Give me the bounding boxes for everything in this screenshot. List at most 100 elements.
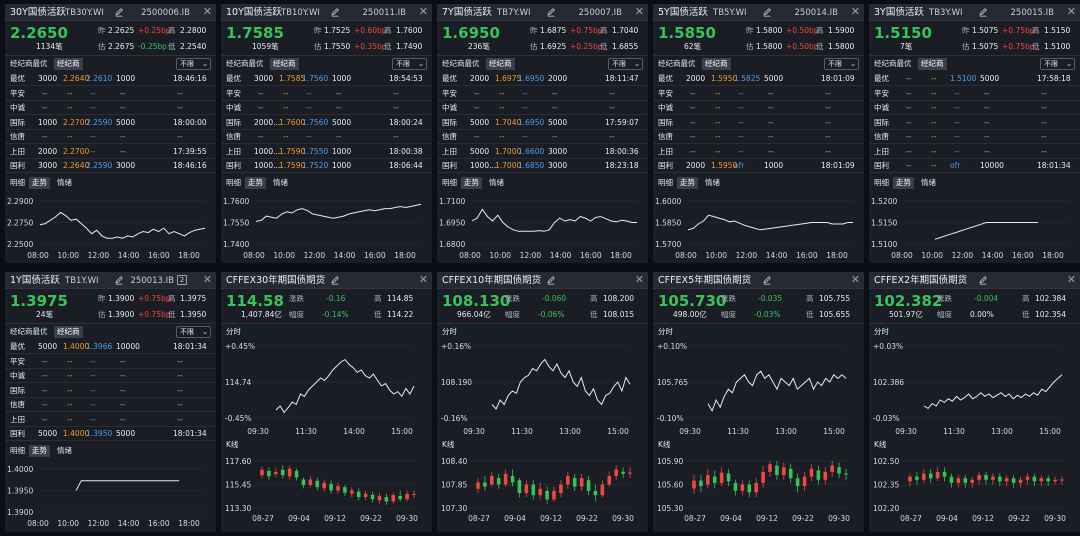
- pencil-icon[interactable]: [545, 274, 557, 286]
- view-tab-detail[interactable]: 明细: [226, 177, 241, 187]
- broker-row[interactable]: 信唐 -- -- -- -- --: [5, 398, 216, 412]
- view-tab-trend[interactable]: 走势: [245, 176, 266, 189]
- broker-row[interactable]: 信唐 -- -- -- -- --: [5, 130, 216, 144]
- broker-row[interactable]: 上田 -- -- -- -- --: [5, 413, 216, 427]
- filter-dropdown[interactable]: 不限 ⌄: [824, 58, 859, 70]
- broker-row[interactable]: 中诚 -- -- -- -- --: [437, 101, 648, 115]
- filter-dropdown[interactable]: 不限 ⌄: [176, 326, 211, 338]
- close-icon[interactable]: ✕: [634, 5, 644, 18]
- broker-row[interactable]: 平安 -- -- -- -- --: [5, 87, 216, 101]
- broker-row[interactable]: 最优 -- -- 1.5100 5000 17:58:18: [869, 72, 1080, 86]
- pencil-icon[interactable]: [545, 6, 557, 18]
- broker-row[interactable]: 国际 5000 1.7040 1.6950 5000 17:59:07: [437, 116, 648, 130]
- filter-dropdown[interactable]: 不限 ⌄: [608, 58, 643, 70]
- view-tab-detail[interactable]: 明细: [658, 177, 673, 187]
- broker-row[interactable]: 国际 -- -- -- -- --: [653, 116, 864, 130]
- tab-broker[interactable]: 经纪商: [702, 58, 731, 70]
- broker-row[interactable]: 上田 1000... 1.7590 1.7550 1000 18:00:38: [221, 145, 432, 159]
- pencil-icon[interactable]: [113, 274, 125, 286]
- view-tab-trend[interactable]: 走势: [29, 176, 50, 189]
- pencil-icon[interactable]: [761, 274, 773, 286]
- close-icon[interactable]: ✕: [202, 273, 212, 286]
- broker-row[interactable]: 信唐 -- -- -- -- --: [869, 130, 1080, 144]
- broker-row[interactable]: 上田 2000 2.2700 -- -- 17:39:55: [5, 145, 216, 159]
- tab-broker[interactable]: 经纪商: [486, 58, 515, 70]
- view-tab-sentiment[interactable]: 情绪: [489, 177, 504, 187]
- view-tab-sentiment[interactable]: 情绪: [57, 445, 72, 455]
- broker-row[interactable]: 上田 -- -- -- -- --: [869, 145, 1080, 159]
- close-icon[interactable]: ✕: [202, 5, 212, 18]
- broker-row[interactable]: 信唐 -- -- -- -- --: [437, 130, 648, 144]
- broker-row[interactable]: 国利 -- -- ofr 10000 18:01:34: [869, 159, 1080, 173]
- broker-row[interactable]: 中诚 -- -- -- -- --: [5, 101, 216, 115]
- close-icon[interactable]: ✕: [1066, 5, 1076, 18]
- view-tab-detail[interactable]: 明细: [10, 177, 25, 187]
- broker-row[interactable]: 国利 3000 2.2640 2.2590 3000 18:46:16: [5, 159, 216, 173]
- broker-row[interactable]: 国际 1000 2.2700 2.2590 5000 18:00:00: [5, 116, 216, 130]
- view-tab-trend[interactable]: 走势: [677, 176, 698, 189]
- tab-broker-best[interactable]: 经纪商最优: [874, 59, 912, 68]
- close-icon[interactable]: ✕: [850, 5, 860, 18]
- view-tab-detail[interactable]: 明细: [874, 177, 889, 187]
- view-tab-sentiment[interactable]: 情绪: [921, 177, 936, 187]
- broker-row[interactable]: 国利 1000... 1.7590 1.7520 1000 18:06:44: [221, 159, 432, 173]
- tab-broker[interactable]: 经纪商: [270, 58, 299, 70]
- pencil-icon[interactable]: [329, 6, 341, 18]
- broker-row[interactable]: 中诚 -- -- -- -- --: [5, 369, 216, 383]
- quote-time: --: [177, 385, 183, 395]
- broker-row[interactable]: 平安 -- -- -- -- --: [5, 355, 216, 369]
- pencil-icon[interactable]: [977, 274, 989, 286]
- broker-row[interactable]: 国际 -- -- -- -- --: [5, 384, 216, 398]
- tab-broker-best[interactable]: 经纪商最优: [658, 59, 696, 68]
- broker-row[interactable]: 信唐 -- -- -- -- --: [221, 130, 432, 144]
- filter-dropdown[interactable]: 不限 ⌄: [176, 58, 211, 70]
- close-icon[interactable]: ✕: [418, 273, 428, 286]
- broker-row[interactable]: 信唐 -- -- -- -- --: [653, 130, 864, 144]
- tab-broker-best[interactable]: 经纪商最优: [10, 327, 48, 336]
- tab-broker[interactable]: 经纪商: [54, 326, 83, 338]
- view-tab-trend[interactable]: 走势: [29, 444, 50, 457]
- close-icon[interactable]: ✕: [634, 273, 644, 286]
- close-icon[interactable]: ✕: [1066, 273, 1076, 286]
- filter-dropdown[interactable]: 不限 ⌄: [1040, 58, 1075, 70]
- tab-broker-best[interactable]: 经纪商最优: [226, 59, 264, 68]
- broker-row[interactable]: 国利 5000 1.4000 1.3950 5000 18:01:34: [5, 427, 216, 441]
- broker-row[interactable]: 平安 -- -- -- -- --: [221, 87, 432, 101]
- filter-dropdown[interactable]: 不限 ⌄: [392, 58, 427, 70]
- broker-row[interactable]: 平安 -- -- -- -- --: [869, 87, 1080, 101]
- broker-row[interactable]: 上田 5000 1.7000 1.6600 3000 18:00:36: [437, 145, 648, 159]
- view-tab-detail[interactable]: 明细: [442, 177, 457, 187]
- view-tab-sentiment[interactable]: 情绪: [273, 177, 288, 187]
- tab-broker-best[interactable]: 经纪商最优: [10, 59, 48, 68]
- broker-row[interactable]: 最优 2000 1.5950 1.5825 5000 18:01:09: [653, 72, 864, 86]
- close-icon[interactable]: ✕: [418, 5, 428, 18]
- broker-row[interactable]: 平安 -- -- -- -- --: [437, 87, 648, 101]
- tab-broker[interactable]: 经纪商: [918, 58, 947, 70]
- intraday-label: 分时: [226, 327, 241, 336]
- broker-row[interactable]: 国利 2000 1.5950 ofr 1000 18:01:09: [653, 159, 864, 173]
- broker-row[interactable]: 最优 5000 1.4000 1.3966 10000 18:01:34: [5, 340, 216, 354]
- broker-row[interactable]: 国际 -- -- -- -- --: [869, 116, 1080, 130]
- broker-row[interactable]: 最优 3000 1.7585 1.7560 1000 18:54:53: [221, 72, 432, 86]
- view-tab-detail[interactable]: 明细: [10, 445, 25, 455]
- view-tab-trend[interactable]: 走势: [461, 176, 482, 189]
- pencil-icon[interactable]: [329, 274, 341, 286]
- pencil-icon[interactable]: [113, 6, 125, 18]
- broker-row[interactable]: 中诚 -- -- -- -- --: [869, 101, 1080, 115]
- pencil-icon[interactable]: [977, 6, 989, 18]
- tab-broker-best[interactable]: 经纪商最优: [442, 59, 480, 68]
- broker-row[interactable]: 平安 -- -- -- -- --: [653, 87, 864, 101]
- broker-row[interactable]: 中诚 -- -- -- -- --: [653, 101, 864, 115]
- view-tab-trend[interactable]: 走势: [893, 176, 914, 189]
- view-tab-sentiment[interactable]: 情绪: [705, 177, 720, 187]
- broker-row[interactable]: 中诚 -- -- -- -- --: [221, 101, 432, 115]
- view-tab-sentiment[interactable]: 情绪: [57, 177, 72, 187]
- pencil-icon[interactable]: [761, 6, 773, 18]
- broker-row[interactable]: 最优 3000 2.2640 2.2610 1000 18:46:16: [5, 72, 216, 86]
- tab-broker[interactable]: 经纪商: [54, 58, 83, 70]
- broker-row[interactable]: 国际 2000... 1.7600 1.7560 5000 18:00:24: [221, 116, 432, 130]
- close-icon[interactable]: ✕: [850, 273, 860, 286]
- broker-row[interactable]: 国利 1000... 1.7000 1.6850 3000 18:23:18: [437, 159, 648, 173]
- broker-row[interactable]: 上田 -- -- -- -- --: [653, 145, 864, 159]
- broker-row[interactable]: 最优 2000 1.6975 1.6950 2000 18:11:47: [437, 72, 648, 86]
